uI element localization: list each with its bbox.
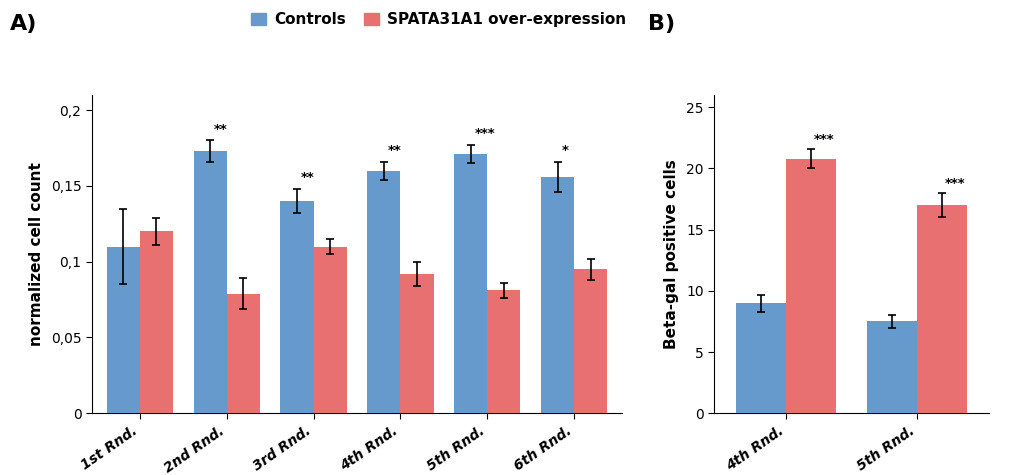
Bar	[574, 269, 607, 413]
Text: **: **	[301, 171, 314, 184]
Bar	[313, 247, 346, 413]
Text: **: **	[213, 123, 227, 136]
Bar	[194, 151, 226, 413]
Text: ***: ***	[944, 178, 965, 190]
Text: *: *	[560, 144, 568, 157]
Bar	[226, 294, 260, 413]
Bar	[140, 231, 172, 413]
Bar	[367, 171, 400, 413]
Bar	[916, 205, 966, 413]
Bar	[400, 274, 433, 413]
Bar	[487, 291, 520, 413]
Bar	[866, 322, 916, 413]
Y-axis label: normalized cell count: normalized cell count	[29, 162, 44, 346]
Bar	[541, 177, 574, 413]
Y-axis label: Beta-gal positive cells: Beta-gal positive cells	[663, 159, 679, 349]
Text: ***: ***	[813, 133, 834, 146]
Text: A): A)	[10, 14, 38, 34]
Legend: Controls, SPATA31A1 over-expression: Controls, SPATA31A1 over-expression	[247, 8, 630, 32]
Bar	[453, 154, 487, 413]
Text: B): B)	[647, 14, 675, 34]
Bar	[280, 201, 313, 413]
Bar	[106, 247, 140, 413]
Text: **: **	[387, 144, 400, 157]
Bar	[786, 159, 836, 413]
Text: ***: ***	[474, 127, 494, 141]
Bar	[736, 303, 786, 413]
